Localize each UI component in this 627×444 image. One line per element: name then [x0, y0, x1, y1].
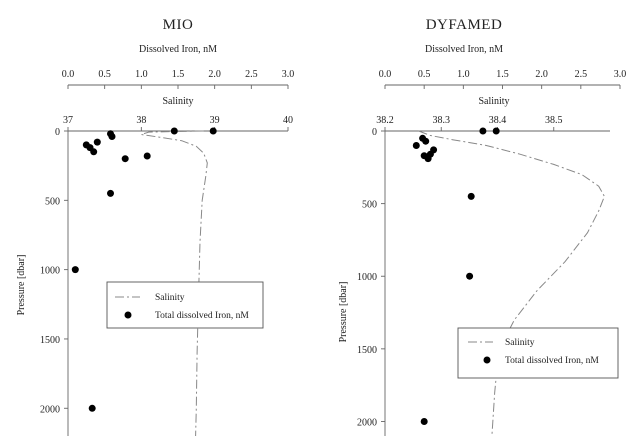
iron-tick-label-mio: 2.0	[208, 69, 221, 80]
iron-points-dyfamed	[412, 127, 500, 425]
salinity-profile-line-mio	[141, 130, 208, 437]
iron-tick-label-mio: 1.5	[172, 69, 185, 80]
iron-point-mio	[93, 138, 101, 146]
panel-title-dyfamed: DYFAMED	[426, 17, 503, 33]
iron-tick-label-mio: 0.0	[62, 69, 75, 80]
iron-tick-label-mio: 2.5	[245, 69, 258, 80]
iron-point-mio	[90, 148, 98, 156]
iron-tick-label-dyfamed: 2.0	[535, 69, 548, 80]
iron-point-mio	[170, 127, 178, 135]
iron-point-mio	[121, 155, 129, 163]
pressure-tick-label-mio: 1000	[40, 266, 60, 277]
pressure-tick-label-mio: 500	[45, 196, 60, 207]
pressure-axis-label-dyfamed: Pressure [dbar]	[338, 282, 349, 343]
legend-iron-label-mio: Total dissolved Iron, nM	[155, 311, 249, 321]
salinity-axis-label-mio: Salinity	[162, 96, 193, 107]
iron-point-mio	[143, 152, 151, 160]
iron-tick-label-dyfamed: 1.0	[457, 69, 470, 80]
iron-tick-label-dyfamed: 0.5	[418, 69, 431, 80]
iron-point-mio	[71, 266, 79, 274]
salinity-ticks-dyfamed: 38.2 38.3 38.4 38.5	[376, 115, 563, 131]
panel-title-mio: MIO	[163, 17, 194, 33]
salinity-tick-label-mio: 40	[283, 115, 293, 126]
pressure-axis-label-mio: Pressure [dbar]	[16, 255, 27, 316]
salinity-tick-label-mio: 39	[210, 115, 220, 126]
legend-mio: Salinity Total dissolved Iron, nM	[106, 281, 264, 329]
iron-point-mio	[108, 133, 116, 140]
pressure-tick-label-dyfamed: 500	[362, 200, 377, 211]
legend-dyfamed: Salinity Total dissolved Iron, nM	[457, 327, 619, 379]
legend-box-mio	[106, 281, 264, 329]
legend-salinity-label-dyfamed: Salinity	[505, 338, 535, 348]
salinity-tick-label-mio: 38	[136, 115, 146, 126]
legend-iron-label-dyfamed: Total dissolved Iron, nM	[505, 356, 599, 366]
iron-point-dyfamed	[422, 137, 430, 145]
pressure-ticks-dyfamed: 0 500 1000 1500 2000	[357, 127, 385, 428]
pressure-tick-label-dyfamed: 2000	[357, 417, 377, 428]
iron-point-mio	[209, 127, 217, 135]
legend-iron-swatch-mio	[124, 311, 132, 319]
salinity-tick-label-mio: 37	[63, 115, 73, 126]
salinity-tick-label-dyfamed: 38.3	[433, 115, 451, 126]
legend-salinity-label-mio: Salinity	[155, 293, 185, 303]
iron-point-dyfamed	[467, 192, 475, 200]
iron-tick-label-dyfamed: 2.5	[575, 69, 588, 80]
salinity-ticks-mio: 37 38 39 40	[63, 115, 293, 131]
iron-tick-label-mio: 1.0	[135, 69, 148, 80]
salinity-tick-label-dyfamed: 38.5	[545, 115, 563, 126]
iron-ticks-dyfamed: 0.0 0.5 1.0 1.5 2.0 2.5 3.0	[379, 69, 627, 89]
panel-mio: MIO Dissolved Iron, nM Salinity Pressure…	[16, 17, 295, 437]
salinity-tick-label-dyfamed: 38.2	[376, 115, 394, 126]
iron-tick-label-dyfamed: 0.0	[379, 69, 392, 80]
pressure-tick-label-dyfamed: 0	[372, 127, 377, 138]
pressure-tick-label-mio: 1500	[40, 335, 60, 346]
iron-point-mio	[88, 404, 96, 412]
salinity-axis-label-dyfamed: Salinity	[478, 96, 509, 107]
pressure-ticks-mio: 0 500 1000 1500 2000	[40, 127, 68, 415]
iron-tick-label-dyfamed: 3.0	[614, 69, 627, 80]
panel-dyfamed: DYFAMED Dissolved Iron, nM Salinity Pres…	[338, 17, 627, 437]
iron-point-dyfamed	[492, 127, 500, 135]
pressure-tick-label-dyfamed: 1000	[357, 272, 377, 283]
iron-point-dyfamed	[412, 142, 420, 149]
iron-tick-label-dyfamed: 1.5	[496, 69, 509, 80]
pressure-tick-label-dyfamed: 1500	[357, 345, 377, 356]
pressure-tick-label-mio: 0	[55, 127, 60, 138]
iron-points-mio	[71, 127, 217, 412]
iron-point-mio	[107, 189, 114, 197]
legend-iron-swatch-dyfamed	[483, 356, 491, 364]
iron-point-dyfamed	[466, 272, 474, 280]
iron-axis-label-mio: Dissolved Iron, nM	[139, 44, 217, 55]
iron-point-dyfamed	[479, 127, 487, 135]
pressure-tick-label-mio: 2000	[40, 404, 60, 415]
iron-tick-label-mio: 0.5	[98, 69, 111, 80]
salinity-profile-line-dyfamed	[418, 130, 605, 437]
iron-axis-label-dyfamed: Dissolved Iron, nM	[425, 44, 503, 55]
iron-point-dyfamed	[420, 418, 428, 425]
iron-ticks-mio: 0.0 0.5 1.0 1.5 2.0 2.5 3.0	[62, 69, 295, 89]
legend-box-dyfamed	[457, 327, 619, 379]
salinity-tick-label-dyfamed: 38.4	[489, 115, 507, 126]
iron-point-dyfamed	[424, 155, 432, 163]
iron-tick-label-mio: 3.0	[282, 69, 295, 80]
